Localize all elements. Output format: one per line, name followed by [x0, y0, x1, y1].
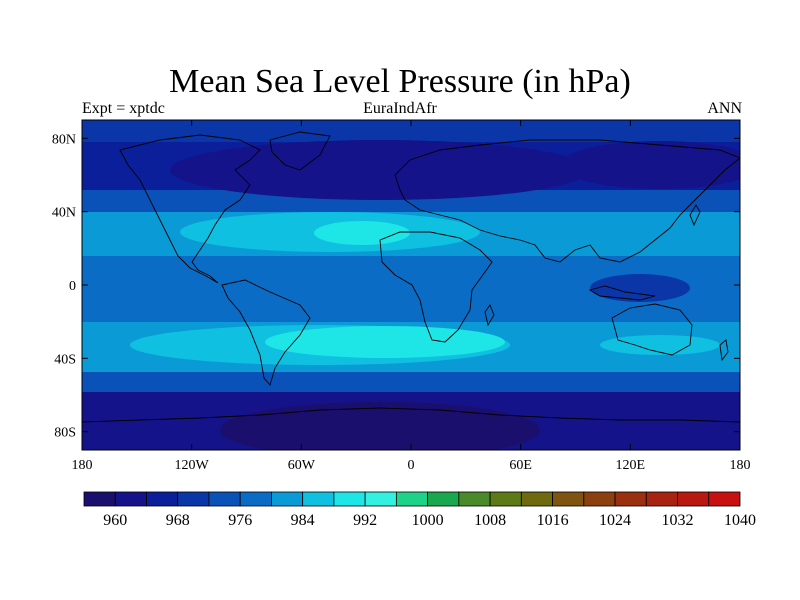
colorbar-label: 976	[228, 512, 252, 529]
low-north-atlantic	[170, 140, 590, 200]
lat-tick-label: 0	[69, 279, 76, 294]
coastlines	[82, 131, 740, 423]
colorbar-swatch	[708, 491, 741, 507]
low-antarctic	[220, 402, 540, 450]
lon-tick-label: 120E	[616, 458, 646, 473]
colorbar-swatch	[677, 491, 710, 507]
colorbar-label: 1008	[474, 512, 506, 529]
latitude-axis: 80N 40N 0 40S 80S	[52, 132, 740, 441]
lon-tick-label: 60E	[509, 458, 532, 473]
lat-tick-label: 40S	[54, 352, 76, 367]
band-midlat-north	[82, 190, 740, 212]
colorbar-swatch	[614, 491, 647, 507]
colorbar-swatch	[239, 491, 272, 507]
colorbar-swatch	[302, 491, 335, 507]
longitude-axis: 180 120W 60W 0 60E 120E 180	[72, 120, 751, 473]
colorbar-swatch	[146, 491, 179, 507]
colorbar-swatch	[489, 491, 522, 507]
colorbar-swatch	[427, 491, 460, 507]
colorbar-swatch	[520, 491, 553, 507]
high-south-indian	[600, 335, 720, 355]
lat-tick-label: 40N	[52, 206, 76, 221]
colorbar-label: 1024	[599, 512, 631, 529]
colorbar-label: 984	[291, 512, 315, 529]
colorbar-swatch	[114, 491, 147, 507]
lon-tick-label: 180	[730, 458, 751, 473]
colorbar-swatch	[208, 491, 241, 507]
pressure-field	[82, 120, 740, 450]
season-label: ANN	[707, 100, 742, 117]
high-south-atlantic	[265, 326, 505, 358]
colorbar-label: 1016	[537, 512, 569, 529]
colorbar-label: 1032	[662, 512, 694, 529]
lon-tick-label: 60W	[288, 458, 316, 473]
low-maritime-continent	[590, 274, 690, 302]
colorbar-swatch	[583, 491, 616, 507]
high-azores	[314, 221, 410, 245]
colorbar-label: 1040	[724, 512, 756, 529]
lat-tick-label: 80S	[54, 426, 76, 441]
colorbar-label: 992	[353, 512, 377, 529]
low-north-pacific	[560, 141, 740, 189]
colorbar-swatch	[458, 491, 491, 507]
colorbar-swatch	[177, 491, 210, 507]
lon-tick-label: 180	[72, 458, 93, 473]
lon-tick-label: 0	[408, 458, 415, 473]
colorbar-swatch	[645, 491, 678, 507]
colorbar-swatch	[333, 491, 366, 507]
colorbar-swatch	[83, 491, 116, 507]
colorbar-label: 960	[103, 512, 127, 529]
lat-tick-label: 80N	[52, 132, 76, 147]
lon-tick-label: 120W	[175, 458, 210, 473]
colorbar-swatch	[395, 491, 429, 507]
colorbar-swatch	[271, 491, 304, 507]
colorbar-swatch	[552, 491, 585, 507]
band-polar-north	[82, 120, 740, 142]
experiment-label: Expt = xptdc	[82, 100, 165, 117]
map-title: Mean Sea Level Pressure (in hPa)	[169, 63, 631, 100]
colorbar-label: 968	[166, 512, 190, 529]
colorbar-swatch	[364, 491, 397, 507]
band-midlat-south	[82, 372, 740, 392]
colorbar-label: 1000	[412, 512, 444, 529]
region-label: EuraIndAfr	[363, 100, 437, 117]
colorbar: 960 968 976 984 992 1000 1008 1016 1024 1032 1040	[83, 491, 756, 529]
